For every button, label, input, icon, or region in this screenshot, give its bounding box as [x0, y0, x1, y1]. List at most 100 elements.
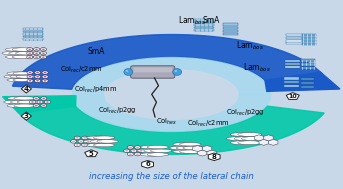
Circle shape — [132, 150, 135, 152]
Polygon shape — [208, 153, 220, 160]
Circle shape — [42, 71, 48, 74]
Polygon shape — [265, 72, 340, 91]
Circle shape — [35, 49, 38, 50]
Polygon shape — [202, 146, 212, 152]
Ellipse shape — [13, 78, 32, 81]
Ellipse shape — [9, 52, 30, 55]
Circle shape — [46, 101, 49, 103]
Text: Col$_{rec}$/c2mm: Col$_{rec}$/c2mm — [187, 119, 229, 129]
Ellipse shape — [90, 140, 111, 143]
Bar — [286, 34, 303, 36]
Ellipse shape — [87, 143, 108, 147]
Text: 3: 3 — [24, 113, 29, 119]
Text: Col$_{rec}$/p2gg: Col$_{rec}$/p2gg — [98, 105, 137, 115]
Ellipse shape — [12, 55, 34, 59]
Bar — [194, 22, 214, 23]
Circle shape — [41, 97, 47, 100]
Ellipse shape — [14, 97, 35, 100]
Ellipse shape — [97, 140, 118, 143]
Ellipse shape — [83, 140, 105, 143]
Circle shape — [37, 100, 43, 104]
Circle shape — [34, 48, 40, 51]
Bar — [223, 27, 238, 29]
Circle shape — [36, 72, 39, 73]
Text: 10: 10 — [288, 94, 297, 99]
Ellipse shape — [241, 137, 265, 140]
Circle shape — [78, 140, 84, 143]
Circle shape — [35, 75, 41, 78]
Circle shape — [28, 49, 31, 50]
Polygon shape — [254, 135, 264, 141]
Ellipse shape — [137, 149, 158, 153]
Circle shape — [27, 79, 33, 82]
Ellipse shape — [173, 143, 194, 146]
Circle shape — [140, 150, 142, 152]
Circle shape — [85, 140, 92, 143]
Circle shape — [44, 80, 47, 82]
Ellipse shape — [17, 100, 39, 104]
Bar — [300, 86, 314, 88]
Circle shape — [83, 137, 86, 139]
Bar — [194, 24, 214, 26]
Ellipse shape — [147, 145, 168, 149]
Circle shape — [27, 75, 33, 78]
Circle shape — [44, 76, 47, 77]
Ellipse shape — [4, 100, 25, 104]
Ellipse shape — [14, 104, 35, 107]
Circle shape — [124, 149, 130, 153]
Text: Col$_{rec}$/p4mm: Col$_{rec}$/p4mm — [74, 85, 117, 95]
Circle shape — [70, 140, 76, 143]
Bar — [286, 40, 303, 42]
Polygon shape — [264, 135, 273, 141]
Ellipse shape — [173, 69, 181, 75]
Ellipse shape — [4, 75, 23, 78]
Bar — [194, 29, 214, 31]
Ellipse shape — [10, 75, 29, 78]
Circle shape — [134, 146, 141, 149]
Bar — [285, 63, 300, 65]
Ellipse shape — [7, 72, 26, 75]
Ellipse shape — [93, 143, 115, 147]
Polygon shape — [198, 150, 207, 156]
Bar — [284, 77, 299, 80]
Circle shape — [36, 76, 39, 77]
Polygon shape — [12, 35, 322, 89]
Bar — [23, 31, 43, 32]
Bar — [23, 33, 43, 35]
Circle shape — [34, 52, 40, 55]
Ellipse shape — [226, 137, 250, 140]
Ellipse shape — [179, 150, 201, 153]
Circle shape — [80, 141, 82, 142]
FancyBboxPatch shape — [133, 67, 172, 72]
Circle shape — [134, 153, 141, 156]
Circle shape — [131, 149, 137, 153]
Circle shape — [34, 56, 40, 59]
Ellipse shape — [230, 141, 254, 145]
Ellipse shape — [169, 146, 191, 150]
Bar — [301, 63, 315, 66]
Circle shape — [41, 104, 47, 107]
Circle shape — [74, 136, 80, 139]
Circle shape — [129, 153, 132, 155]
Bar — [284, 84, 299, 87]
Circle shape — [27, 71, 33, 74]
Circle shape — [74, 143, 80, 147]
Circle shape — [87, 141, 90, 142]
Circle shape — [42, 98, 45, 99]
Circle shape — [27, 48, 33, 51]
Bar — [301, 59, 315, 62]
Text: Col$_{rec}$/c2mm: Col$_{rec}$/c2mm — [60, 65, 103, 75]
FancyBboxPatch shape — [131, 66, 175, 78]
Circle shape — [136, 147, 139, 148]
Circle shape — [45, 100, 50, 104]
Circle shape — [82, 143, 88, 147]
Circle shape — [42, 75, 48, 78]
Polygon shape — [12, 100, 324, 154]
Circle shape — [83, 144, 86, 146]
Circle shape — [35, 105, 38, 106]
Circle shape — [136, 153, 139, 155]
Bar — [286, 37, 303, 39]
Bar — [302, 34, 316, 36]
Circle shape — [42, 53, 45, 54]
Polygon shape — [286, 93, 299, 99]
